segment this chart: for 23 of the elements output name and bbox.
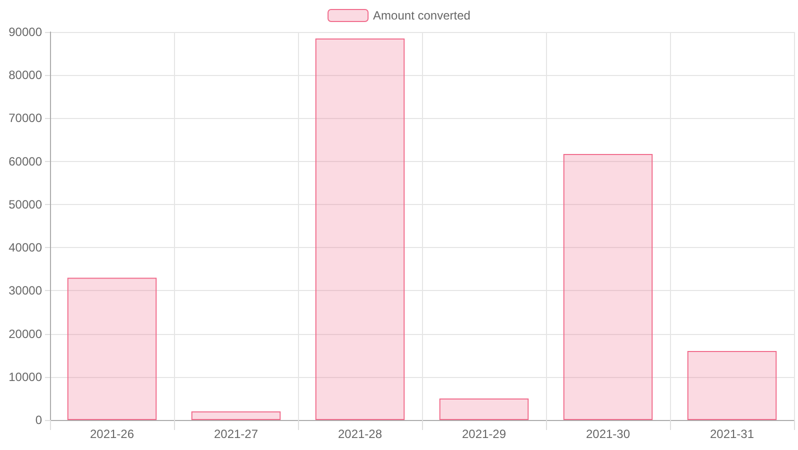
x-tick-label: 2021-26 (90, 427, 134, 441)
bar (563, 154, 653, 420)
y-tick-label: 30000 (8, 284, 42, 298)
x-tick-label: 2021-28 (338, 427, 382, 441)
y-tick-label: 80000 (8, 68, 42, 82)
y-tick-label: 20000 (8, 326, 42, 341)
y-tick-label: 0 (35, 413, 42, 427)
bar (687, 351, 777, 420)
y-tick-label: 10000 (8, 370, 42, 384)
y-tick-label: 60000 (8, 154, 42, 168)
y-tick-label: 50000 (8, 197, 42, 212)
legend-label: Amount converted (373, 8, 470, 22)
bar (315, 38, 405, 420)
y-tick-label: 90000 (8, 25, 42, 39)
x-tick-label: 2021-31 (710, 427, 754, 441)
bar (191, 411, 281, 420)
x-tick-label: 2021-27 (214, 427, 258, 441)
x-tick-label: 2021-30 (586, 427, 630, 441)
bar (439, 398, 529, 420)
x-tick-label: 2021-29 (462, 427, 506, 441)
y-tick-label: 70000 (8, 111, 42, 126)
bar (67, 278, 157, 420)
y-tick-label: 40000 (8, 240, 42, 255)
